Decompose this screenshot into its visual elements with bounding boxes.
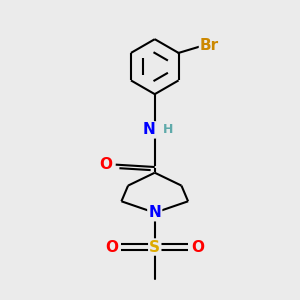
Text: O: O (105, 239, 119, 254)
Text: O: O (191, 239, 204, 254)
Text: N: N (148, 205, 161, 220)
Text: H: H (163, 123, 173, 136)
Text: Br: Br (200, 38, 219, 53)
Text: S: S (149, 239, 160, 254)
Text: O: O (100, 157, 113, 172)
Text: N: N (143, 122, 155, 137)
